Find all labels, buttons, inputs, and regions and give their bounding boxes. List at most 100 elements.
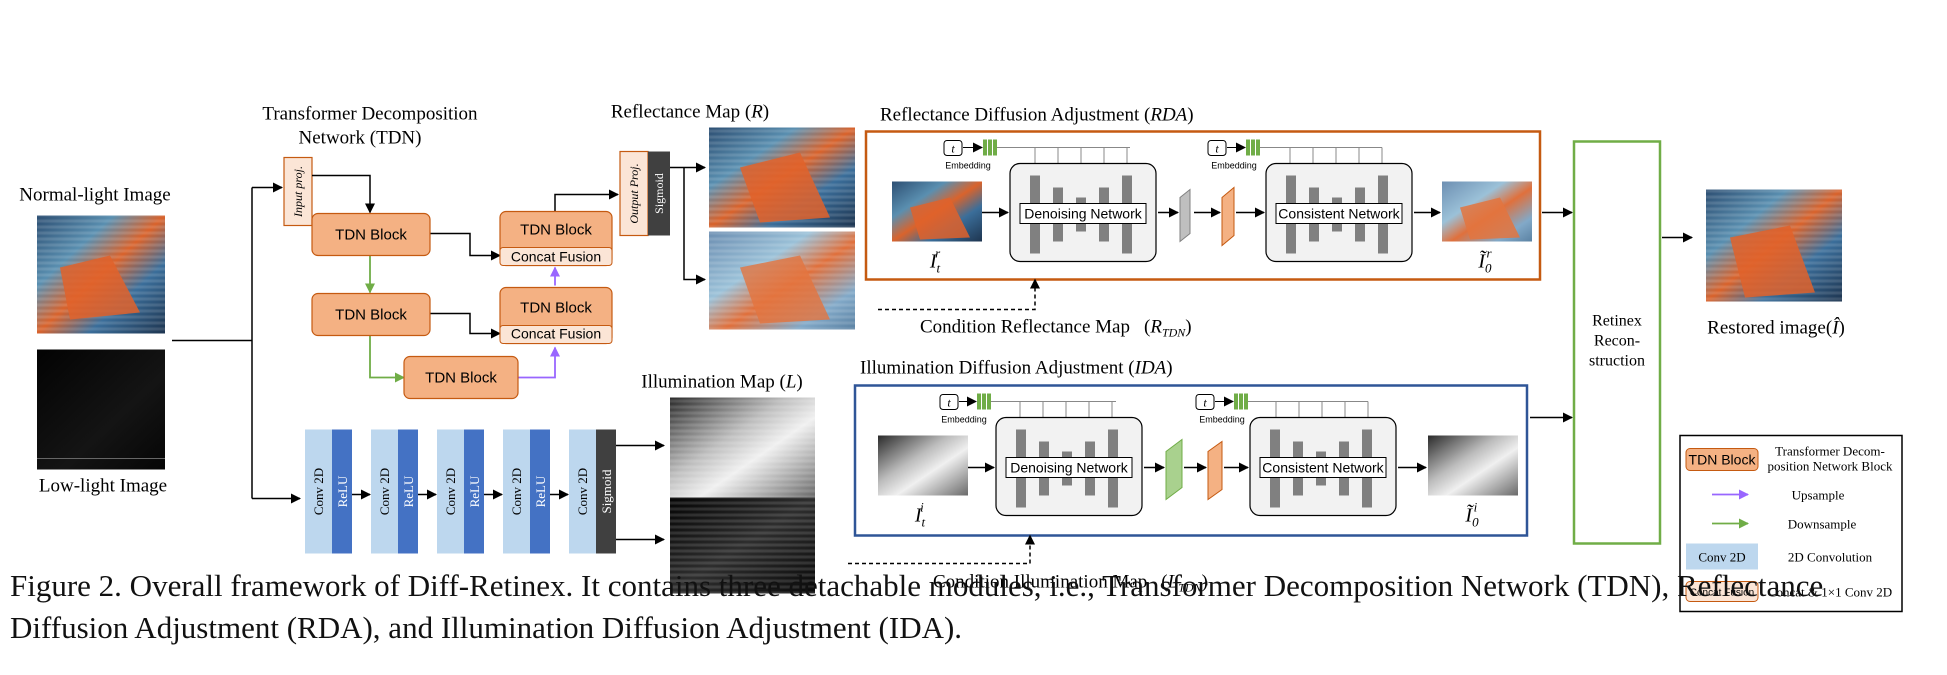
legend-tdn-desc-2: position Network Block xyxy=(1768,459,1893,474)
tdn-block-4-label: TDN Block xyxy=(520,222,592,239)
retinex-label-2: Recon- xyxy=(1594,333,1640,350)
rda-input-image xyxy=(892,181,982,242)
legend-conv2d-desc: 2D Convolution xyxy=(1788,550,1873,565)
illumination-map-image-2 xyxy=(670,497,815,594)
rda-denoising-network: Denoising Network xyxy=(1009,162,1157,263)
tdn-connectors xyxy=(312,174,619,339)
input-connectors xyxy=(172,182,301,504)
tdn-block-4: TDN Block Concat Fusion xyxy=(499,210,613,267)
relu-label-3: ReLU xyxy=(467,475,482,507)
legend-upsample: Upsample xyxy=(1792,488,1845,503)
ida-green-feature xyxy=(1165,438,1183,501)
restored-image xyxy=(1706,189,1842,302)
low-light-label: Low-light Image xyxy=(39,476,167,497)
rda-condition-label: Condition Reflectance Map (RTDN) xyxy=(920,317,1192,340)
conv-relu-unit-3: Conv 2D ReLU xyxy=(437,429,484,554)
ida-denoising-label: Denoising Network xyxy=(1010,460,1128,476)
reflectance-map-image-2 xyxy=(709,231,855,330)
input-proj-block: Input proj. xyxy=(283,156,313,227)
rda-condition-arrow xyxy=(878,278,1040,311)
tdn-title-line1: Transformer Decomposition xyxy=(262,104,478,125)
ida-denoising-network: Denoising Network xyxy=(995,416,1143,517)
tdn-sigmoid-label: Sigmoid xyxy=(652,173,666,214)
legend-downsample: Downsample xyxy=(1788,517,1857,532)
rda-orange-feature xyxy=(1221,186,1235,247)
rda-denoising-label: Denoising Network xyxy=(1024,206,1142,222)
ida-input-image xyxy=(878,435,968,496)
rda-consistent-label: Consistent Network xyxy=(1278,206,1400,222)
conv-branch: Conv 2D ReLU Conv 2D ReLU Conv 2D ReLU C… xyxy=(305,429,665,554)
ida-t-label-1: t xyxy=(947,396,951,410)
ida-output-symbol: Ĩ0i xyxy=(1464,500,1479,530)
conv2d-label-4: Conv 2D xyxy=(509,468,524,515)
ida-t-label-2: t xyxy=(1203,396,1207,410)
legend-concat-desc: Concat & 1×1 Conv 2D xyxy=(1768,585,1892,600)
output-proj-label: Output Proj. xyxy=(627,163,641,223)
tdn-block-5-label: TDN Block xyxy=(520,300,592,317)
conv2d-label-3: Conv 2D xyxy=(443,468,458,515)
tdn-block-5: TDN Block Concat Fusion xyxy=(499,286,613,345)
retinex-label-1: Retinex xyxy=(1592,313,1642,330)
ida-input-symbol: Iti xyxy=(914,500,926,530)
ida-embedding-label-1: Embedding xyxy=(941,415,987,425)
legend: TDN Block Transformer Decom- position Ne… xyxy=(1679,434,1903,613)
output-proj-block: Output Proj. Sigmoid xyxy=(619,150,670,237)
rda-input-symbol: Itr xyxy=(929,246,941,276)
ida-embedding-1: t Embedding xyxy=(939,393,991,425)
rda-t-label-1: t xyxy=(951,142,955,156)
ida-module-border xyxy=(853,384,1529,537)
conv-sigmoid-label: Sigmoid xyxy=(599,469,614,514)
downsample-arrows xyxy=(365,255,405,383)
conv-relu-unit-2: Conv 2D ReLU xyxy=(371,429,418,554)
rda-t-label-2: t xyxy=(1215,142,1219,156)
legend-tdn-desc-1: Transformer Decom- xyxy=(1775,444,1885,459)
legend-tdn-block: TDN Block xyxy=(1689,452,1757,468)
conv2d-label-1: Conv 2D xyxy=(311,468,326,515)
ida-condition-arrow xyxy=(848,534,1035,565)
normal-light-label: Normal-light Image xyxy=(19,185,170,206)
illumination-map-label: Illumination Map (L) xyxy=(641,372,803,393)
rda-title: Reflectance Diffusion Adjustment (RDA) xyxy=(880,105,1194,126)
tdn-title-line2: Network (TDN) xyxy=(299,128,422,149)
conv2d-label-2: Conv 2D xyxy=(377,468,392,515)
input-proj-label: Input proj. xyxy=(291,166,305,218)
tdn-block-2: TDN Block xyxy=(311,292,431,337)
tdn-block-3-label: TDN Block xyxy=(425,370,497,387)
concat-fusion-2-label: Concat Fusion xyxy=(511,326,601,342)
rda-module-border xyxy=(864,130,1542,281)
conv-sigmoid-unit: Conv 2D Sigmoid xyxy=(569,429,616,554)
tdn-output-connectors xyxy=(670,162,706,285)
conv-relu-unit-1: Conv 2D ReLU xyxy=(305,429,352,554)
concat-fusion-1-label: Concat Fusion xyxy=(511,249,601,265)
upsample-arrows xyxy=(518,266,560,379)
restored-image-label: Restored image(Î) xyxy=(1707,317,1845,339)
ida-title: Illumination Diffusion Adjustment (IDA) xyxy=(860,358,1173,379)
rda-output-image xyxy=(1442,181,1532,242)
reflectance-map-label: Reflectance Map (R) xyxy=(611,102,769,123)
relu-label-4: ReLU xyxy=(533,475,548,507)
rda-embedding-label-1: Embedding xyxy=(945,161,991,171)
ida-consistent-label: Consistent Network xyxy=(1262,460,1384,476)
ida-condition-label: Condition Illumination Map (LTDN) xyxy=(933,572,1208,595)
tdn-block-1: TDN Block xyxy=(311,212,431,257)
conv2d-label-5: Conv 2D xyxy=(575,468,590,515)
rda-embedding-2: t Embedding xyxy=(1207,139,1260,171)
ida-embedding-label-2: Embedding xyxy=(1199,415,1245,425)
illumination-map-image-1 xyxy=(670,397,815,498)
legend-concat-fusion: Concat Fusion xyxy=(1690,588,1754,599)
ida-output-image xyxy=(1428,435,1518,496)
rda-consistent-network: Consistent Network xyxy=(1265,162,1413,263)
rda-output-symbol: Ĩ0r xyxy=(1477,246,1492,276)
relu-label-1: ReLU xyxy=(335,475,350,507)
reflectance-map-image-1 xyxy=(709,127,855,228)
ida-embedding-2: t Embedding xyxy=(1195,393,1248,425)
conv-relu-unit-4: Conv 2D ReLU xyxy=(503,429,550,554)
rda-embedding-1: t Embedding xyxy=(943,139,997,171)
rda-gray-feature xyxy=(1179,188,1191,243)
legend-conv2d: Conv 2D xyxy=(1698,550,1745,565)
relu-label-2: ReLU xyxy=(401,475,416,507)
figure-caption: Figure 2. Overall framework of Diff-Reti… xyxy=(10,568,1824,645)
tdn-block-1-label: TDN Block xyxy=(335,227,407,244)
tdn-block-2-label: TDN Block xyxy=(335,307,407,324)
